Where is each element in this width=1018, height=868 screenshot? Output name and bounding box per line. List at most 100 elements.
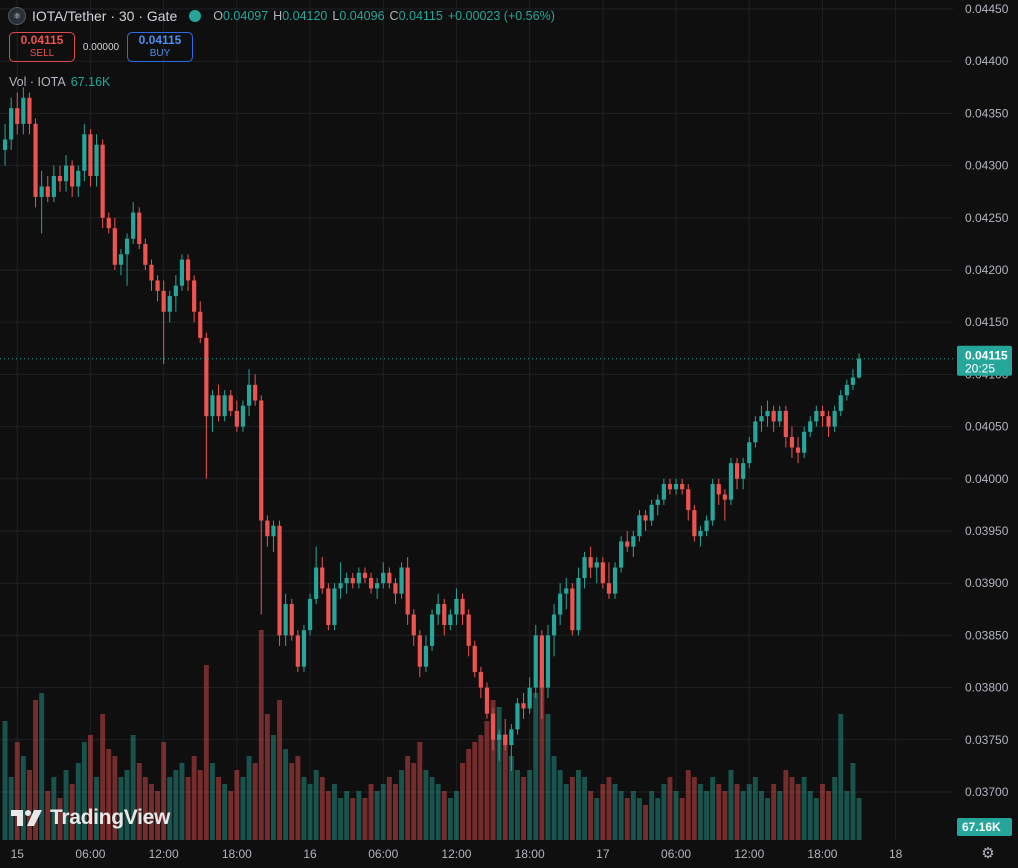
- price-tick-label: 0.04050: [965, 420, 1009, 434]
- candle-body: [692, 510, 697, 537]
- price-tick-label: 0.03700: [965, 785, 1009, 799]
- volume-bar: [20, 756, 26, 840]
- candle-body: [173, 285, 178, 297]
- settings-gear-icon[interactable]: ⚙: [981, 845, 995, 862]
- volume-bar: [734, 784, 740, 840]
- volume-bar: [582, 777, 587, 840]
- candle-body: [637, 515, 642, 537]
- ohlc-key: O: [213, 9, 223, 23]
- last-price-badge: [957, 345, 1012, 376]
- volume-bar: [746, 784, 752, 840]
- volume-bar: [484, 721, 490, 840]
- volume-bar: [161, 742, 167, 840]
- candle-body: [521, 703, 526, 709]
- tradingview-logo-icon: [11, 810, 42, 826]
- volume-bar: [173, 770, 179, 840]
- candle-body: [106, 217, 111, 229]
- volume-bar: [429, 777, 435, 840]
- volume-bar: [704, 791, 709, 840]
- volume-bar: [801, 777, 807, 840]
- volume-bar: [490, 700, 496, 840]
- volume-bar: [57, 798, 63, 840]
- ohlc-change: +0.00023 (+0.56%): [447, 9, 555, 23]
- candle-body: [442, 604, 447, 625]
- candle-body: [411, 614, 416, 636]
- market-status-icon[interactable]: [189, 10, 202, 22]
- time-tick-label: 06:00: [75, 847, 105, 861]
- volume-bar: [624, 798, 630, 840]
- volume-bar: [637, 798, 642, 840]
- volume-bar: [820, 784, 825, 840]
- buy-button[interactable]: 0.04115 BUY: [127, 32, 193, 62]
- volume-bar: [362, 798, 368, 840]
- candle-body: [192, 280, 197, 312]
- candle-body: [259, 400, 264, 521]
- candle-body: [686, 489, 691, 511]
- volume-bar: [216, 777, 221, 840]
- volume-bar: [8, 777, 14, 840]
- candle-body: [814, 410, 819, 422]
- price-tick-label: 0.04200: [965, 263, 1009, 277]
- volume-bar: [759, 791, 764, 840]
- candle-body: [582, 557, 587, 578]
- candle-body: [314, 567, 319, 599]
- sell-button[interactable]: 0.04115 SELL: [9, 32, 75, 62]
- volume-bar: [399, 770, 404, 840]
- volume-bar: [234, 770, 240, 840]
- volume-bar: [454, 791, 459, 840]
- candle-body: [246, 384, 252, 406]
- volume-bar: [332, 784, 337, 840]
- symbol-title[interactable]: IOTA/Tether · 30 · Gate: [32, 8, 178, 24]
- candle-body: [655, 499, 660, 505]
- volume-bar: [447, 798, 453, 840]
- candle-body: [289, 604, 294, 636]
- candle-body: [21, 97, 26, 124]
- candle-body: [155, 280, 160, 291]
- candle-body: [533, 635, 538, 688]
- candle-body: [2, 139, 8, 150]
- volume-bar: [252, 763, 258, 840]
- price-tick-label: 0.04250: [965, 211, 1009, 225]
- time-tick-label: 16: [303, 847, 317, 861]
- volume-bar: [844, 791, 850, 840]
- candle-body: [600, 562, 605, 584]
- volume-bar: [45, 791, 51, 840]
- volume-bar: [752, 777, 758, 840]
- candle-body: [368, 577, 374, 589]
- time-tick-label: 06:00: [661, 847, 691, 861]
- tradingview-wordmark: TradingView: [50, 806, 171, 829]
- candle-body: [826, 416, 831, 427]
- volume-bar: [411, 763, 417, 840]
- volume-bar: [240, 777, 246, 840]
- candle-body: [838, 395, 843, 411]
- volume-legend[interactable]: Vol · IOTA 67.16K: [9, 75, 110, 89]
- volume-bar: [258, 630, 264, 840]
- ohlc-open: 0.04097: [222, 9, 269, 23]
- volume-bar: [789, 777, 795, 840]
- volume-value-badge: [957, 818, 1012, 836]
- price-axis[interactable]: 0.04450 0.04400 0.04350 0.04300 0.04250 0.042…: [965, 2, 1009, 799]
- candle-body: [39, 186, 44, 197]
- candles: [2, 87, 862, 772]
- volume-bar: [130, 735, 136, 840]
- iota-logo-icon: ⚛: [8, 7, 26, 25]
- volume-bar: [81, 742, 87, 840]
- candle-body: [472, 645, 477, 672]
- candle-body: [850, 377, 856, 385]
- tradingview-branding[interactable]: TradingView: [10, 806, 170, 830]
- time-axis[interactable]: 15 06:00 12:00 18:00 16 06:00 12:00 18:00 17 06:0…: [11, 847, 903, 861]
- candle-body: [606, 583, 612, 594]
- candle-body: [777, 410, 782, 422]
- volume-bar: [380, 784, 386, 840]
- volume-bar: [228, 791, 234, 840]
- candle-body: [88, 134, 93, 177]
- volume-bar: [594, 798, 600, 840]
- price-tick-label: 0.04300: [965, 159, 1009, 173]
- candle-body: [240, 405, 246, 427]
- volume-bar: [94, 777, 99, 840]
- volume-bar: [405, 756, 411, 840]
- volume-bar: [618, 791, 624, 840]
- volume-bar: [197, 770, 203, 840]
- volume-bar: [655, 798, 661, 840]
